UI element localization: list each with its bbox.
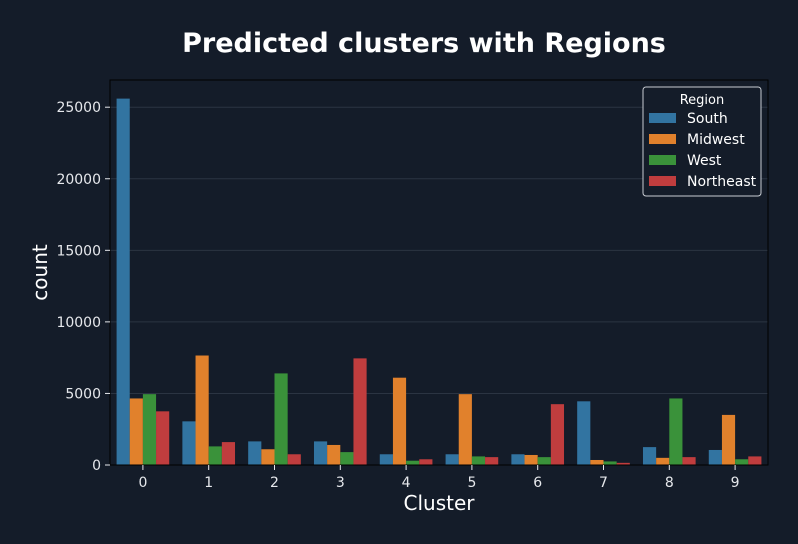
bar-west-cluster-4 [406,460,420,465]
chart-title: Predicted clusters with Regions [182,28,666,59]
bar-northeast-cluster-6 [550,404,565,465]
y-tick-label: 25000 [56,100,101,116]
bar-northeast-cluster-0 [156,411,170,465]
legend-label-west: West [687,153,722,169]
bar-south-cluster-0 [116,98,130,465]
y-tick-label: 20000 [56,172,101,188]
x-tick-label: 8 [665,475,674,491]
y-axis-label: count [28,244,52,301]
bar-northeast-cluster-9 [748,456,762,465]
legend-label-northeast: Northeast [687,174,757,190]
bar-northeast-cluster-4 [419,459,433,465]
legend-label-midwest: Midwest [687,132,745,148]
bar-midwest-cluster-8 [656,457,670,465]
bar-west-cluster-0 [142,394,157,465]
bar-northeast-cluster-3 [353,358,367,465]
bar-northeast-cluster-1 [221,442,236,465]
bar-midwest-cluster-0 [129,398,143,465]
bar-south-cluster-9 [708,449,722,465]
x-axis-label: Cluster [404,491,476,515]
y-tick-label: 0 [92,458,101,474]
x-tick-label: 5 [467,475,476,491]
legend-label-south: South [687,111,728,127]
bar-northeast-cluster-2 [287,454,301,465]
bar-west-cluster-2 [274,373,288,465]
bar-west-cluster-8 [669,398,683,465]
bar-midwest-cluster-5 [458,394,472,465]
bar-west-cluster-1 [208,446,222,465]
x-tick-label: 2 [270,475,279,491]
legend: Region South Midwest West Northeast [642,86,762,197]
bar-south-cluster-8 [642,447,657,465]
x-tick-label: 1 [204,475,213,491]
legend-swatch-northeast [649,176,676,186]
bar-south-cluster-3 [313,441,328,465]
bar-west-cluster-6 [537,457,551,465]
plot-frame [109,79,769,466]
y-tick-label: 5000 [65,386,101,402]
x-tick-label: 9 [731,475,740,491]
legend-title: Region [680,93,725,108]
bar-south-cluster-7 [577,401,591,465]
bar-midwest-cluster-2 [261,449,275,465]
legend-swatch-midwest [649,134,676,144]
bar-south-cluster-5 [445,454,459,465]
bar-midwest-cluster-3 [327,444,341,465]
y-tick-label: 10000 [56,315,101,331]
bar-south-cluster-1 [182,421,196,465]
y-tick-label: 15000 [56,243,101,259]
bar-south-cluster-2 [248,441,262,465]
legend-items: South Midwest West Northeast [649,111,757,190]
bar-south-cluster-4 [379,454,393,465]
legend-swatch-south [649,113,676,123]
bar-northeast-cluster-7 [616,462,630,465]
bar-midwest-cluster-9 [721,414,736,465]
x-tick-label: 3 [336,475,345,491]
bar-midwest-cluster-7 [590,459,604,465]
bar-west-cluster-7 [603,461,617,465]
bar-northeast-cluster-8 [682,457,696,465]
bar-northeast-cluster-5 [485,457,499,465]
legend-swatch-west [649,155,676,165]
y-axis-ticks: 0 5000 10000 15000 20000 25000 [56,100,110,474]
x-tick-label: 6 [533,475,542,491]
x-tick-label: 0 [138,475,147,491]
x-tick-label: 7 [599,475,608,491]
bar-midwest-cluster-1 [195,355,209,465]
bar-midwest-cluster-6 [524,454,538,465]
x-tick-label: 4 [402,475,411,491]
bar-west-cluster-3 [340,452,354,465]
bar-west-cluster-9 [735,459,749,465]
bar-west-cluster-5 [471,456,486,465]
bars [116,98,762,465]
bar-midwest-cluster-4 [392,377,407,465]
x-axis-ticks: 0 1 2 3 4 5 6 7 8 9 [138,465,740,491]
bar-south-cluster-6 [511,454,525,465]
